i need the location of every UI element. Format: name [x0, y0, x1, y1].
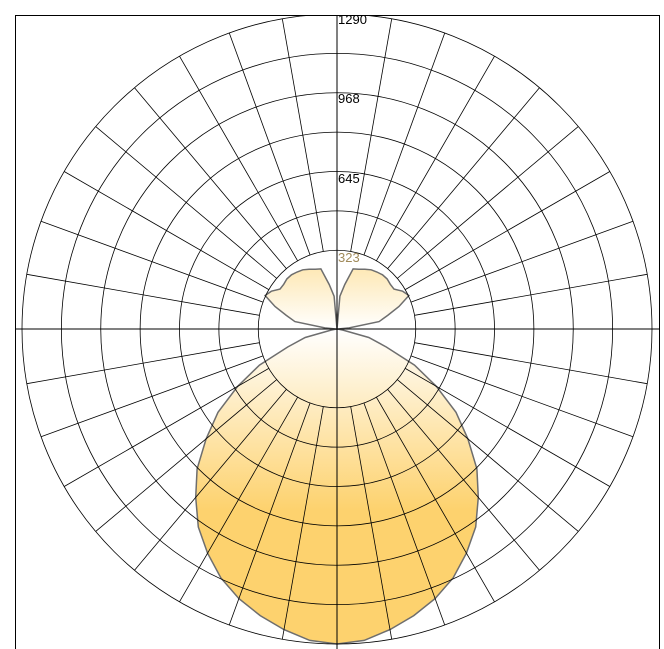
radial-tick-labels: 323 645 968 1290 — [338, 12, 367, 265]
radial-tick-label: 1290 — [338, 12, 367, 27]
grid-spoke — [40, 220, 264, 303]
grid-spoke — [64, 368, 270, 487]
grid-spoke — [410, 355, 634, 438]
grid-spoke — [95, 379, 277, 532]
grid-spoke — [397, 379, 579, 532]
grid-spoke — [134, 389, 287, 571]
grid-spoke — [350, 18, 393, 252]
grid-spoke — [387, 389, 540, 571]
grid-spoke — [414, 273, 648, 316]
grid-spoke — [350, 406, 393, 640]
radial-tick-label: 323 — [338, 250, 360, 265]
grid-spoke — [410, 220, 634, 303]
grid-spoke — [397, 126, 579, 279]
grid-spoke — [228, 402, 311, 626]
grid-spoke — [387, 87, 540, 269]
grid-spoke — [95, 126, 277, 279]
grid-spoke — [363, 402, 446, 626]
radial-tick-label: 968 — [338, 91, 360, 106]
grid-spoke — [404, 368, 610, 487]
grid-spoke — [26, 342, 260, 385]
grid-spoke — [404, 171, 610, 290]
grid-spoke — [281, 18, 324, 252]
grid-spoke — [134, 87, 287, 269]
grid-spoke — [376, 396, 495, 602]
grid-spoke — [376, 56, 495, 262]
radial-tick-label: 645 — [338, 171, 360, 186]
polar-grid — [15, 15, 660, 649]
grid-spoke — [363, 32, 446, 256]
grid-spoke — [26, 273, 260, 316]
grid-spoke — [40, 355, 264, 438]
grid-spoke — [179, 56, 298, 262]
grid-spoke — [64, 171, 270, 290]
grid-spoke — [228, 32, 311, 256]
grid-spoke — [281, 406, 324, 640]
grid-spoke — [179, 396, 298, 602]
grid-spoke — [414, 342, 648, 385]
